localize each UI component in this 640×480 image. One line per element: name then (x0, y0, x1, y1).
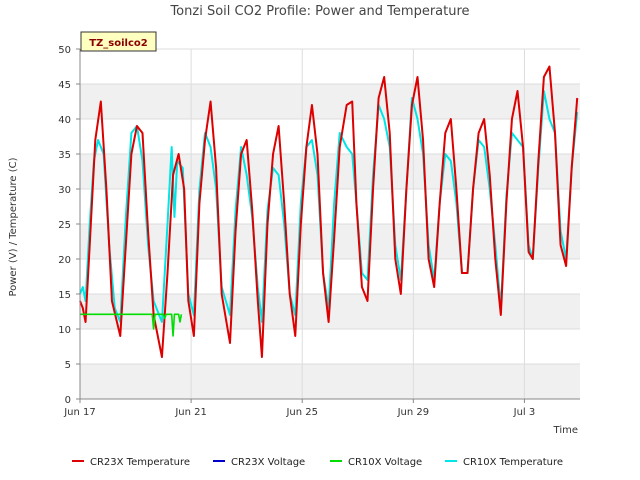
badge-label: TZ_soilco2 (89, 38, 148, 49)
legend-label: CR23X Voltage (231, 457, 305, 468)
x-tick-label: Jun 29 (397, 407, 430, 418)
y-axis-label: Power (V) / Temperature (C) (8, 157, 19, 296)
badge: TZ_soilco2 (80, 31, 157, 52)
y-tick-label: 10 (58, 325, 71, 336)
y-tick-label: 45 (58, 80, 71, 91)
x-tick-label: Jun 25 (285, 407, 318, 418)
legend-label: CR10X Temperature (463, 457, 563, 468)
y-tick-label: 5 (65, 360, 71, 371)
grid-band (80, 154, 580, 189)
legend: CR23X Temperature CR23X Voltage CR10X Volt… (72, 457, 563, 468)
legend-label: CR23X Temperature (90, 457, 190, 468)
x-axis-label: Time (553, 425, 578, 436)
x-tick-label: Jun 21 (174, 407, 207, 418)
y-tick-label: 30 (58, 185, 71, 196)
y-tick-label: 0 (65, 395, 71, 406)
legend-label: CR10X Voltage (348, 457, 422, 468)
x-tick-label: Jul 3 (513, 407, 536, 418)
series-layer (79, 65, 579, 358)
y-tick-label: 25 (58, 220, 71, 231)
series-line-cr23x-temperature (79, 65, 579, 358)
y-tick-label: 40 (58, 115, 71, 126)
chart-title: Tonzi Soil CO2 Profile: Power and Temper… (169, 4, 469, 19)
y-ticks: 0 5 10 15 20 25 30 35 40 45 50 (58, 45, 80, 406)
badge-box (80, 31, 157, 52)
series-line-cr10x-voltage (80, 313, 183, 337)
x-tick-label: Jun 17 (63, 407, 96, 418)
y-tick-label: 15 (58, 290, 71, 301)
grid-band (80, 84, 580, 119)
y-tick-label: 50 (58, 45, 71, 56)
grid-band (80, 364, 580, 399)
x-ticks: Jun 17 Jun 21 Jun 25 Jun 29 Jul 3 (63, 399, 535, 418)
y-tick-label: 20 (58, 255, 71, 266)
y-tick-label: 35 (58, 150, 71, 161)
